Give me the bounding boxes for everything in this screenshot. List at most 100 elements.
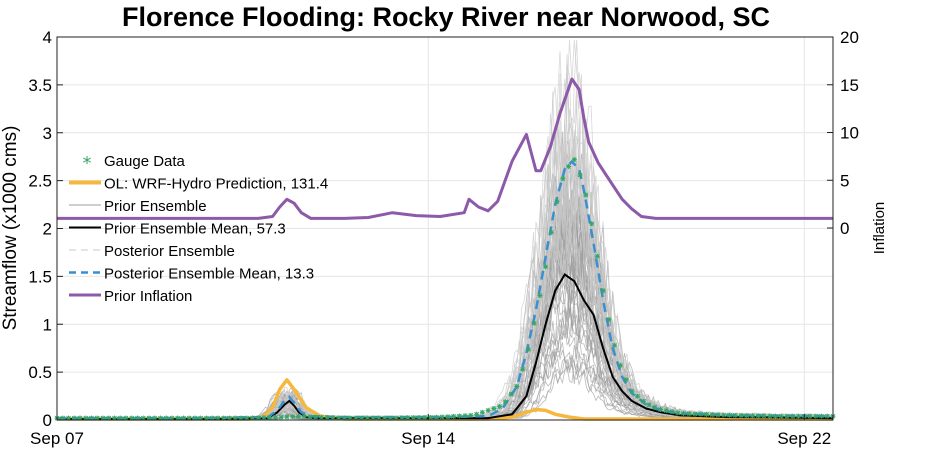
gauge-point <box>583 192 589 198</box>
gauge-point <box>600 288 606 294</box>
gauge-point <box>531 320 537 326</box>
prior-ensemble-member <box>56 289 831 420</box>
gauge-point <box>543 264 549 270</box>
gauge-point <box>462 413 468 419</box>
gauge-point <box>100 415 106 421</box>
gauge-point <box>813 413 819 419</box>
gauge-point <box>485 407 491 413</box>
chart-title: Florence Flooding: Rocky River near Norw… <box>122 2 770 32</box>
gauge-point <box>738 412 744 418</box>
legend-label: Gauge Data <box>104 153 186 170</box>
gauge-point <box>646 402 652 408</box>
gauge-point <box>157 415 163 421</box>
gauge-point <box>623 377 629 383</box>
legend-label: Posterior Ensemble Mean, 13.3 <box>104 266 314 283</box>
prior-ensemble-member <box>56 352 831 421</box>
gauge-point <box>577 172 583 178</box>
legend-item: * Gauge Data <box>83 153 186 174</box>
gauge-point <box>629 388 635 394</box>
prior-ensemble-member <box>57 309 831 420</box>
gauge-point <box>566 163 572 169</box>
gauge-point <box>290 414 296 420</box>
gauge-point <box>548 229 554 235</box>
legend-label: OL: WRF-Hydro Prediction, 131.4 <box>104 176 328 193</box>
gauge-point <box>267 414 273 420</box>
gauge-point <box>295 413 301 419</box>
y-tick-label: 3 <box>43 124 52 143</box>
legend-item: Posterior Ensemble Mean, 13.3 <box>69 266 314 283</box>
y2-axis-label: Inflation <box>871 202 888 255</box>
gauge-point <box>65 415 71 421</box>
gauge-point <box>301 413 307 419</box>
prior-ensemble-member <box>56 208 831 420</box>
gauge-point <box>773 413 779 419</box>
gauge-point <box>617 362 623 368</box>
gauge-point <box>140 415 146 421</box>
gauge-point <box>778 413 784 419</box>
gauge-point <box>675 410 681 416</box>
gauge-point <box>658 406 664 412</box>
y-tick-label: 2.5 <box>28 172 52 191</box>
x-tick-label: Sep 07 <box>30 429 84 448</box>
gauge-point <box>554 199 560 205</box>
legend-item: Prior Ensemble Mean, 57.3 <box>69 221 286 238</box>
gauge-point <box>681 410 687 416</box>
legend-label: Prior Ensemble <box>104 198 207 215</box>
posterior-mean-line <box>57 159 834 420</box>
gauge-point <box>744 413 750 419</box>
legend-item: Prior Inflation <box>69 288 192 305</box>
gauge-point <box>721 412 727 418</box>
gauge-point <box>272 414 278 420</box>
gauge-point <box>784 413 790 419</box>
gauge-point <box>635 393 641 399</box>
legend-item: OL: WRF-Hydro Prediction, 131.4 <box>69 176 328 193</box>
gauge-point <box>318 414 324 420</box>
gauge-point <box>669 409 675 415</box>
y2-tick-label: 5 <box>840 171 849 190</box>
gauge-point <box>451 413 457 419</box>
y-tick-label: 0 <box>43 411 52 430</box>
x-tick-label: Sep 22 <box>777 429 831 448</box>
prior-ensemble-member <box>56 339 831 421</box>
gauge-point <box>709 412 715 418</box>
gauge-point <box>606 316 612 322</box>
gauge-point <box>410 415 416 421</box>
gauge-point <box>663 408 669 414</box>
legend: * Gauge Data OL: WRF-Hydro Prediction, 131… <box>69 153 328 305</box>
legend-label: Posterior Ensemble <box>104 243 235 260</box>
y-axis-label: Streamflow (x1000 cms) <box>0 126 21 331</box>
prior-ensemble-member <box>56 300 831 420</box>
gauge-point <box>416 415 422 421</box>
gauge-point <box>807 413 813 419</box>
gauge-point <box>560 176 566 182</box>
gauge-point <box>209 415 215 421</box>
gauge-point <box>525 346 531 352</box>
y-tick-label: 2 <box>43 220 52 239</box>
gauge-point <box>640 398 646 404</box>
prior-ensemble-member <box>56 349 831 421</box>
gauge-point <box>824 413 830 419</box>
gauge-point <box>796 413 802 419</box>
gauge-point <box>514 383 520 389</box>
gauge-point <box>479 409 485 415</box>
gauge-point <box>474 411 480 417</box>
gauge-point <box>715 412 721 418</box>
gauge-point <box>732 412 738 418</box>
gauge-point <box>433 414 439 420</box>
legend-marker-star: * <box>83 153 92 174</box>
gauge-point <box>491 406 497 412</box>
gauge-point <box>255 415 261 421</box>
gauge-point <box>686 411 692 417</box>
gauge-point <box>428 414 434 420</box>
gauge-point <box>571 157 577 163</box>
y-tick-label: 3.5 <box>28 76 52 95</box>
prior-ensemble-member <box>56 344 831 421</box>
ticks: 0 0.5 1 1.5 2 2.5 3 3.5 4 Sep 07 Sep 14 Sep 22 0 5 10 1… <box>28 28 859 448</box>
y-tick-label: 1 <box>43 315 52 334</box>
gauge-point <box>364 415 370 421</box>
posterior-ensemble-member <box>56 64 831 419</box>
gauge-point <box>508 391 514 397</box>
series-layer <box>54 77 836 421</box>
gauge-point <box>330 415 336 421</box>
